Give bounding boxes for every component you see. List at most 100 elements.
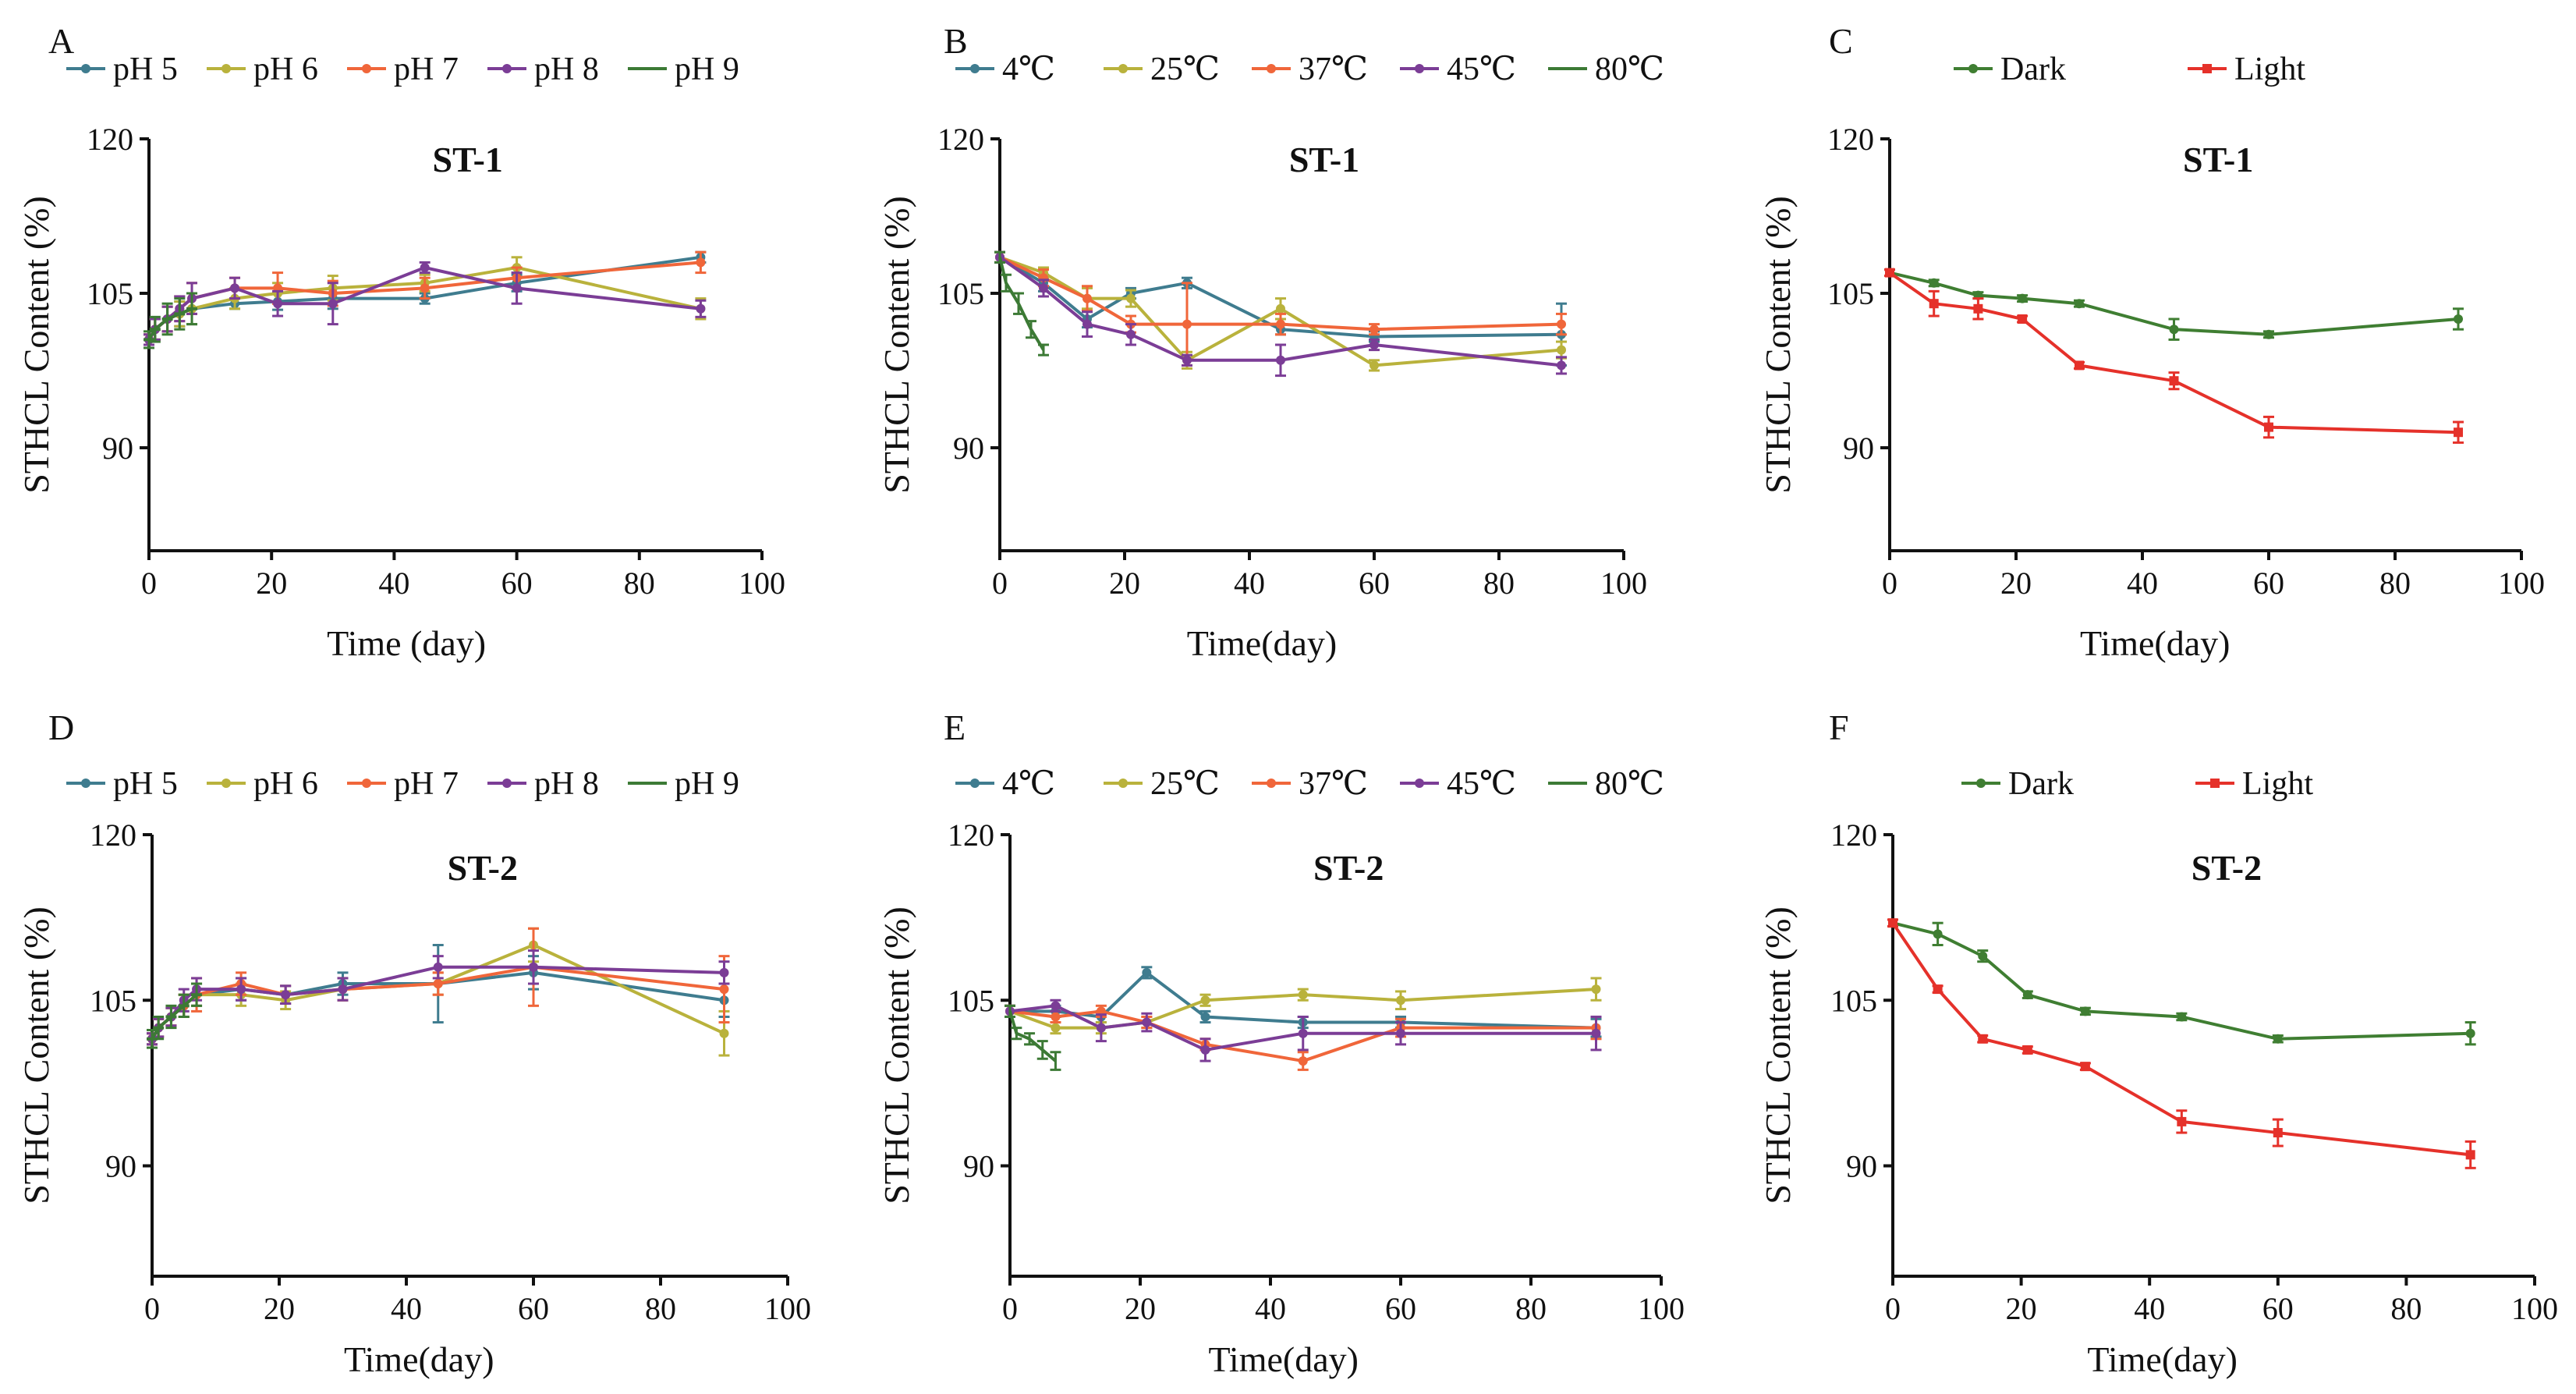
legend-marker bbox=[1267, 779, 1276, 788]
series-45 bbox=[1005, 999, 1602, 1062]
y-axis-label: STHCL Content (%) bbox=[877, 906, 916, 1204]
data-point bbox=[1182, 319, 1192, 329]
data-point bbox=[1557, 345, 1566, 355]
y-axis-label: STHCL Content (%) bbox=[1758, 906, 1798, 1204]
y-tick-label: 105 bbox=[1830, 983, 1877, 1018]
legend-item: 25℃ bbox=[1104, 51, 1220, 87]
legend-item: Dark bbox=[1961, 766, 2074, 802]
legend-item: pH 5 bbox=[66, 51, 178, 87]
y-tick-label: 120 bbox=[948, 818, 994, 853]
data-point bbox=[2022, 1045, 2032, 1055]
data-point bbox=[1126, 293, 1136, 303]
legend-label: pH 8 bbox=[534, 51, 599, 87]
x-tick-label: 100 bbox=[1600, 566, 1647, 601]
data-point bbox=[2169, 325, 2179, 335]
data-point bbox=[281, 990, 291, 1000]
x-tick-label: 40 bbox=[2134, 1291, 2165, 1326]
y-tick-label: 105 bbox=[1827, 276, 1874, 311]
legend-item: 37℃ bbox=[1252, 766, 1368, 802]
y-tick-label: 90 bbox=[102, 431, 133, 466]
chart-panel-b: B 4℃ 25℃ 37℃ 45℃ 80℃ ST-1 0 20 40 60 80 100 90 105 120 T… bbox=[877, 21, 1664, 663]
legend-marker bbox=[502, 64, 512, 73]
data-point bbox=[273, 299, 283, 309]
chart-title: ST-1 bbox=[2183, 140, 2253, 179]
data-point bbox=[696, 257, 706, 268]
data-point bbox=[1929, 299, 1939, 309]
x-tick-label: 40 bbox=[1234, 566, 1265, 601]
legend-item: 37℃ bbox=[1252, 51, 1368, 87]
legend-label: pH 7 bbox=[394, 51, 459, 87]
data-point bbox=[1885, 268, 1894, 278]
x-tick-label: 80 bbox=[2390, 1291, 2422, 1326]
data-point bbox=[2022, 990, 2032, 1000]
x-axis-label: Time(day) bbox=[1187, 623, 1338, 663]
legend-item: 80℃ bbox=[1548, 51, 1664, 87]
y-tick-label: 90 bbox=[963, 1149, 994, 1184]
data-point bbox=[338, 984, 348, 995]
x-axis-label: Time(day) bbox=[1208, 1339, 1359, 1379]
legend-marker bbox=[1118, 779, 1128, 788]
legend-item: pH 6 bbox=[207, 51, 318, 87]
data-point bbox=[2177, 1012, 2187, 1022]
legend-marker bbox=[1976, 779, 1986, 788]
y-tick-label: 105 bbox=[90, 983, 136, 1018]
legend-marker bbox=[2202, 64, 2212, 73]
y-tick-label: 90 bbox=[105, 1149, 136, 1184]
data-point bbox=[2080, 1006, 2090, 1016]
data-point bbox=[2465, 1150, 2475, 1160]
data-point bbox=[1929, 278, 1939, 288]
x-tick-label: 40 bbox=[1255, 1291, 1286, 1326]
legend-item: 45℃ bbox=[1400, 51, 1516, 87]
legend-label: Light bbox=[2242, 766, 2313, 802]
data-point bbox=[420, 263, 430, 272]
series-line bbox=[999, 255, 1562, 332]
legend-label: 45℃ bbox=[1447, 51, 1516, 87]
data-point bbox=[719, 984, 729, 995]
x-tick-label: 100 bbox=[1638, 1291, 1685, 1326]
x-tick-label: 80 bbox=[1515, 1291, 1547, 1326]
legend-label: pH 5 bbox=[113, 51, 178, 87]
data-point bbox=[1978, 1034, 1988, 1044]
data-point bbox=[1051, 1001, 1061, 1011]
data-point bbox=[1142, 1017, 1152, 1027]
panel-letter: F bbox=[1829, 708, 1849, 747]
data-point bbox=[2264, 329, 2273, 339]
chart-panel-a: ApH 5 pH 6 pH 7 pH 8 pH 9 ST-1 0 20 40 60 80 100 90 1… bbox=[16, 21, 785, 663]
data-point bbox=[719, 967, 729, 977]
data-point bbox=[1933, 929, 1943, 939]
x-tick-label: 80 bbox=[624, 566, 655, 601]
legend-marker bbox=[1118, 64, 1128, 73]
series-line bbox=[1891, 922, 2471, 1157]
x-tick-label: 20 bbox=[264, 1291, 295, 1326]
series-line bbox=[998, 256, 1562, 367]
series-dark bbox=[1884, 268, 2464, 341]
legend-marker bbox=[362, 64, 371, 73]
x-axis-label: Time(day) bbox=[344, 1339, 494, 1379]
data-point bbox=[2273, 1128, 2283, 1138]
x-tick-label: 20 bbox=[2006, 1291, 2037, 1326]
data-point bbox=[1082, 293, 1092, 303]
legend-item: 4℃ bbox=[955, 766, 1055, 802]
legend-label: 80℃ bbox=[1595, 766, 1664, 802]
y-tick-label: 120 bbox=[1827, 122, 1874, 157]
data-point bbox=[1200, 1012, 1210, 1022]
x-tick-label: 60 bbox=[501, 566, 533, 601]
data-point bbox=[2018, 293, 2028, 303]
chart-title: ST-2 bbox=[2192, 848, 2262, 888]
data-point bbox=[529, 962, 538, 972]
data-point bbox=[1276, 319, 1285, 329]
data-point bbox=[1369, 360, 1379, 371]
legend-item: pH 7 bbox=[347, 51, 459, 87]
data-point bbox=[1557, 319, 1566, 329]
x-tick-label: 0 bbox=[992, 566, 1008, 601]
chart-panel-f: F Dark Light ST-2 0 20 40 60 80 100 90 105 120 Time(d… bbox=[1758, 708, 2558, 1379]
panel-letter: B bbox=[944, 21, 968, 61]
x-tick-label: 40 bbox=[391, 1291, 422, 1326]
series-line bbox=[1009, 1004, 1596, 1052]
data-point bbox=[2454, 314, 2463, 324]
x-tick-label: 20 bbox=[1109, 566, 1140, 601]
y-tick-label: 90 bbox=[1846, 1149, 1877, 1184]
x-tick-label: 80 bbox=[645, 1291, 676, 1326]
y-tick-label: 105 bbox=[948, 983, 994, 1018]
data-point bbox=[1369, 325, 1379, 335]
